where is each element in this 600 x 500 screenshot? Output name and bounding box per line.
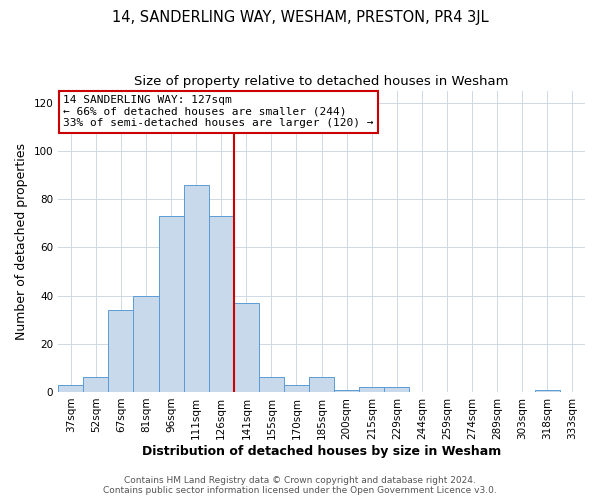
X-axis label: Distribution of detached houses by size in Wesham: Distribution of detached houses by size … xyxy=(142,444,501,458)
Y-axis label: Number of detached properties: Number of detached properties xyxy=(15,143,28,340)
Text: Contains HM Land Registry data © Crown copyright and database right 2024.
Contai: Contains HM Land Registry data © Crown c… xyxy=(103,476,497,495)
Title: Size of property relative to detached houses in Wesham: Size of property relative to detached ho… xyxy=(134,75,509,88)
Bar xyxy=(234,302,259,392)
Bar xyxy=(309,378,334,392)
Bar xyxy=(133,296,158,392)
Bar xyxy=(184,184,209,392)
Bar xyxy=(284,384,309,392)
Bar xyxy=(109,310,133,392)
Bar xyxy=(58,384,83,392)
Bar xyxy=(334,390,359,392)
Text: 14, SANDERLING WAY, WESHAM, PRESTON, PR4 3JL: 14, SANDERLING WAY, WESHAM, PRESTON, PR4… xyxy=(112,10,488,25)
Bar xyxy=(535,390,560,392)
Text: 14 SANDERLING WAY: 127sqm
← 66% of detached houses are smaller (244)
33% of semi: 14 SANDERLING WAY: 127sqm ← 66% of detac… xyxy=(64,95,374,128)
Bar xyxy=(385,387,409,392)
Bar xyxy=(83,378,109,392)
Bar xyxy=(359,387,385,392)
Bar xyxy=(259,378,284,392)
Bar xyxy=(158,216,184,392)
Bar xyxy=(209,216,234,392)
